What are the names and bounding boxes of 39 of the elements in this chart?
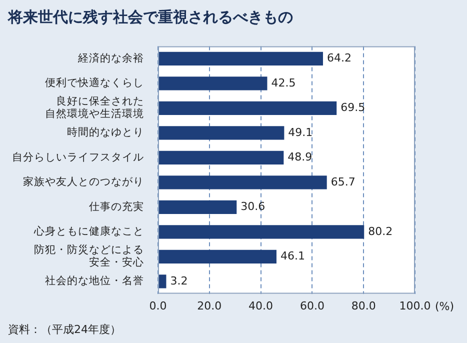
x-tick-label: 0.0 <box>149 299 167 312</box>
data-label: 46.1 <box>280 250 305 263</box>
text: 資料：（平成24年度） <box>7 322 122 338</box>
bar <box>158 176 327 190</box>
y-tick-label: 時間的なゆとり <box>67 126 144 139</box>
y-tick-label: 心身ともに健康なこと <box>33 224 144 238</box>
bar <box>158 52 323 66</box>
bar <box>158 76 268 90</box>
y-tick-label: 良好に保全された自然環境や生活環境 <box>45 94 144 120</box>
y-tick-label: 便利で快適なくらし <box>45 76 144 90</box>
bar <box>158 101 337 115</box>
data-label: 64.2 <box>326 52 352 65</box>
data-label: 69.5 <box>340 101 366 114</box>
bar <box>158 250 276 264</box>
data-label: 3.2 <box>170 274 188 288</box>
y-tick-label: 家族や友人とのつながり <box>23 175 144 188</box>
bar <box>158 225 364 239</box>
data-label: 42.5 <box>271 76 296 90</box>
y-tick-label: 自分らしいライフスタイル <box>12 151 144 164</box>
y-tick-label: 社会的な地位・名誉 <box>45 274 144 288</box>
y-tick-label: 防犯・防災などによる安全・安心 <box>34 243 144 269</box>
data-label: 80.2 <box>368 224 393 238</box>
x-tick-label: 80.0 <box>351 299 376 312</box>
bar <box>158 274 166 288</box>
bar <box>158 126 284 140</box>
x-tick-label: 40.0 <box>248 299 274 312</box>
x-axis-title: (%) <box>435 300 454 314</box>
bar <box>158 200 237 214</box>
x-tick-label: 20.0 <box>197 299 222 312</box>
data-label: 30.6 <box>240 200 266 214</box>
data-label: 48.9 <box>288 150 312 164</box>
data-label: 49.1 <box>288 126 313 139</box>
x-tick-label: 100.0 <box>399 299 431 312</box>
x-tick-label: 60.0 <box>300 299 324 312</box>
chart-title: 将来世代に残す社会で重視されるべきもの <box>6 7 294 28</box>
data-label: 65.7 <box>330 175 356 188</box>
y-tick-label: 仕事の充実 <box>89 200 144 213</box>
y-tick-label: 経済的な余裕 <box>77 51 144 64</box>
bar <box>158 150 284 164</box>
